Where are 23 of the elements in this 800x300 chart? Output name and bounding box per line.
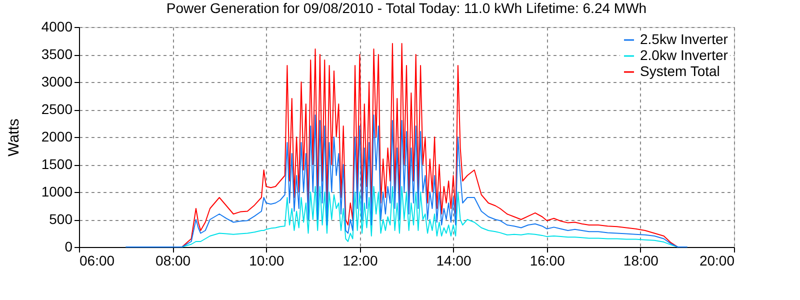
y-tick-label: 4000: [41, 18, 73, 34]
x-tick-label: 20:00: [699, 252, 735, 268]
y-axis-title: Watts: [5, 118, 22, 156]
x-tick-label: 10:00: [249, 252, 284, 268]
y-tick-label: 3000: [41, 74, 73, 90]
x-tick-label: 06:00: [80, 252, 115, 268]
chart-title: Power Generation for 09/08/2010 - Total Today: 11.0 kWh Lifetime: 6.24 MWh: [166, 0, 647, 16]
line-series: [125, 114, 688, 248]
y-tick-label: 3500: [41, 46, 73, 62]
y-tick-label: 500: [49, 211, 73, 227]
y-tick-label: 0: [64, 238, 73, 254]
y-tick-label: 1000: [41, 184, 73, 200]
x-tick-label: 14:00: [436, 252, 472, 268]
x-tick-label: 12:00: [342, 252, 378, 268]
legend-label: System Total: [640, 63, 720, 79]
y-tick-label: 1500: [41, 156, 73, 172]
x-tick-label: 18:00: [623, 252, 659, 268]
y-tick-label: 2000: [41, 128, 73, 144]
y-tick-label: 2500: [41, 101, 73, 117]
x-tick-label: 16:00: [530, 252, 566, 268]
legend-label: 2.5kw Inverter: [640, 31, 728, 47]
x-tick-label: 08:00: [156, 252, 191, 268]
legend-label: 2.0kw Inverter: [640, 47, 728, 63]
